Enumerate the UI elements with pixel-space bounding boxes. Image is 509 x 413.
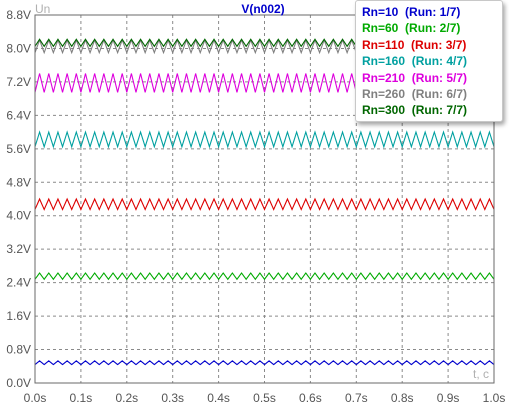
y-tick-label: 8.8V (6, 8, 31, 22)
y-tick-label: 0.0V (6, 376, 31, 390)
x-tick-label: 0.1s (70, 391, 93, 405)
y-tick-label: 4.0V (6, 209, 31, 223)
series-line-4 (34, 130, 495, 149)
x-axis-label: t, c (473, 367, 489, 381)
chart-title: V(n002) (241, 2, 284, 16)
x-tick-label: 0.7s (345, 391, 368, 405)
plot-frame (34, 14, 495, 384)
legend-series-name: Rn=300 (362, 103, 406, 118)
legend-series-name: Rn=160 (362, 54, 406, 69)
y-axis-label: Un (35, 2, 50, 16)
legend-run-label: (Run: 3/7) (404, 37, 467, 52)
x-tick-label: 0.2s (115, 391, 138, 405)
legend-entry: Rn=160 (Run: 4/7) (362, 53, 467, 69)
legend-entry: Rn=210 (Run: 5/7) (362, 70, 467, 86)
legend-run-label: (Run: 6/7) (405, 87, 468, 101)
legend-entry: Rn=110 (Run: 3/7) (362, 37, 466, 53)
x-tick-label: 0.0s (24, 391, 47, 405)
legend-run-label: (Run: 1/7) (398, 5, 461, 19)
legend-run-label: (Run: 7/7) (405, 103, 468, 118)
series-line-3 (34, 197, 495, 211)
y-tick-label: 0.8V (6, 343, 31, 357)
legend-run-label: (Run: 2/7) (398, 21, 461, 36)
legend-series-name: Rn=110 (362, 37, 405, 52)
legend-series-name: Rn=210 (362, 70, 406, 85)
x-tick-label: 0.9s (437, 391, 460, 405)
legend-run-label: (Run: 5/7) (405, 70, 468, 85)
legend-series-name: Rn=10 (362, 5, 399, 19)
legend-entry: Rn=60 (Run: 2/7) (362, 20, 460, 36)
series-layer (34, 38, 495, 366)
legend-entry: Rn=260 (Run: 6/7) (362, 86, 467, 102)
y-tick-label: 6.4V (6, 108, 31, 122)
y-tick-label: 2.4V (6, 276, 31, 290)
x-tick-label: 0.6s (299, 391, 322, 405)
series-line-2 (34, 272, 495, 281)
x-tick-label: 0.3s (161, 391, 184, 405)
y-tick-label: 8.0V (6, 41, 31, 55)
legend-series-name: Rn=60 (362, 21, 399, 36)
y-tick-label: 7.2V (6, 75, 31, 89)
axis-layer: 0.0s 0.1s 0.2s 0.3s 0.4s 0.5s 0.6s 0.7s 0.8s 0.9s… (6, 8, 505, 405)
y-tick-label: 4.8V (6, 175, 31, 189)
y-tick-label: 1.6V (6, 309, 31, 323)
y-tick-label: 3.2V (6, 242, 31, 256)
legend-series-name: Rn=260 (362, 87, 406, 101)
x-tick-label: 0.8s (391, 391, 414, 405)
legend-entry: Rn=300 (Run: 7/7) (362, 102, 467, 118)
y-tick-label: 5.6V (6, 142, 31, 156)
x-tick-label: 0.4s (207, 391, 230, 405)
x-tick-label: 1.0s (483, 391, 506, 405)
x-tick-label: 0.5s (253, 391, 276, 405)
legend-run-label: (Run: 4/7) (405, 54, 468, 69)
legend-box: Rn=10 (Run: 1/7) Rn=60 (Run: 2/7) Rn=110 (… (355, 0, 503, 122)
series-line-1 (34, 360, 495, 366)
legend-entry: Rn=10 (Run: 1/7) (362, 4, 460, 20)
